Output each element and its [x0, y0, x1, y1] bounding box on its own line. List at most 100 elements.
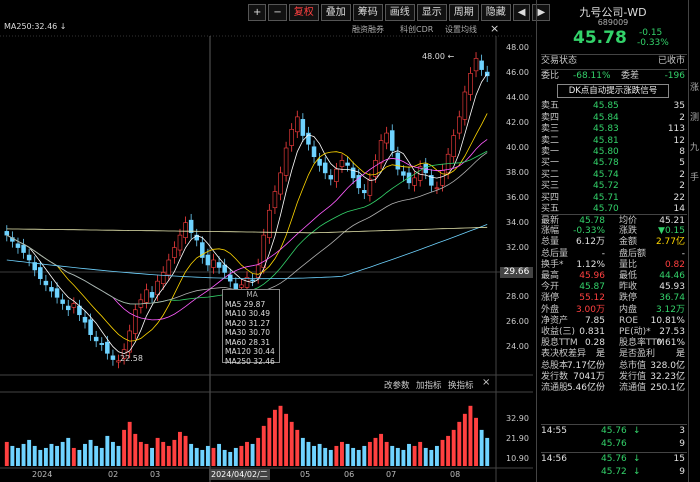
toolbar-button[interactable]: 隐藏	[480, 4, 511, 21]
toolbar-button[interactable]: 筹码	[352, 4, 383, 21]
stat-value: 45.21	[659, 216, 685, 226]
stat-label: 是否盈利	[619, 349, 656, 360]
current-price-tag: 29.66	[500, 267, 533, 278]
stat-value: 45.96	[579, 271, 605, 281]
asks-label: 卖一	[541, 147, 560, 157]
asks-label: 卖二	[541, 135, 560, 146]
stat-row: 股息TTM 0.28 股息率TTM 0.61%	[541, 337, 687, 350]
volume-bar	[306, 441, 311, 466]
order-ratio-row: 委比 -68.11% 委差 -196	[541, 69, 687, 83]
stat-label: 金额	[619, 237, 638, 248]
volume-bar	[194, 447, 199, 466]
ratio-value: -68.11%	[573, 71, 611, 81]
stat-value: ▼0.15	[658, 226, 685, 237]
vol-tick: 21.90	[506, 434, 529, 443]
bids-label: 买三	[541, 181, 560, 191]
bids-label: 买五	[541, 204, 560, 214]
stat-row: 总量 6.12万 金额 2.77亿	[541, 236, 687, 249]
toolbar-button[interactable]: 画线	[384, 4, 415, 21]
candle-body	[378, 140, 384, 164]
toolbar-button[interactable]: 周期	[448, 4, 479, 21]
volume-bar	[49, 443, 54, 466]
candle-body	[250, 279, 255, 282]
stat-value: 3.12万	[655, 304, 685, 315]
volume-bar	[222, 449, 227, 466]
candle-body	[384, 132, 389, 144]
tick-row: 45.76 9	[541, 438, 687, 451]
price-tick: 48.00	[506, 43, 529, 53]
bids-label: 买四	[541, 192, 560, 203]
volume-bar	[178, 431, 182, 466]
candle-body	[479, 60, 484, 70]
sub-close-icon[interactable]: ×	[482, 377, 491, 388]
tick-row: 45.72 ↓ 9	[541, 466, 687, 479]
close-icon[interactable]: ×	[490, 22, 500, 35]
volume-bar	[312, 445, 316, 466]
candle-body	[267, 209, 272, 238]
margin-trading-link[interactable]: 融资融券	[352, 25, 384, 34]
candle-body	[116, 360, 121, 363]
tick-direction: ↓	[633, 426, 641, 436]
price-tick: 40.00	[506, 143, 529, 152]
cdr-link[interactable]: 科创CDR	[400, 25, 434, 34]
price-tick: 26.00	[506, 317, 529, 327]
candle-body	[21, 244, 26, 253]
volume-bar	[384, 441, 389, 466]
stat-value: -0.33%	[573, 226, 605, 237]
kline-chart-area[interactable]: + − 复权 叠加 筹码 画线 显示 周期 隐藏 ◀ ▶ MA250:32.46 ↓ 融资融券 科创…	[0, 0, 551, 482]
vol-tick: 10.90	[506, 454, 529, 463]
stat-label: 盘后额	[619, 248, 647, 259]
toolbar-button[interactable]: ◀	[512, 4, 531, 21]
toolbar-button[interactable]: 叠加	[320, 4, 351, 21]
stat-row: 收益(三) 0.831 PE(动)* 27.53	[541, 326, 687, 339]
ma-tooltip: MA MA5 29.87 MA10 30.49 MA20 31.27 MA30 …	[222, 289, 280, 366]
volume-bar	[110, 441, 115, 466]
toolbar-button[interactable]: 显示	[416, 4, 447, 21]
asks-label: 卖三	[541, 124, 560, 134]
x-crosshair-date: 2024/04/02/二	[209, 469, 270, 480]
bids-row: 买五 45.70 14	[541, 203, 687, 216]
volume-bar	[328, 449, 333, 466]
ma-settings-link[interactable]: 设置均线	[445, 25, 477, 34]
toolbar-button[interactable]: 复权	[288, 4, 319, 21]
volume-bar	[200, 449, 205, 466]
tick-time: 14:56	[541, 454, 567, 464]
volume-bar	[133, 433, 138, 466]
candle-body	[345, 162, 350, 166]
candle-body	[317, 158, 322, 166]
signal-banner[interactable]: DK点自动提示涨跌信号	[557, 84, 669, 98]
stat-label: 股息率TTM	[619, 338, 665, 349]
edge-strip: 涨测九手	[688, 0, 700, 482]
volume-bar	[205, 445, 210, 466]
price-tick: 28.00	[506, 292, 529, 302]
candle-body	[356, 175, 361, 189]
volume-bar	[345, 443, 350, 466]
toolbar-button[interactable]: −	[268, 4, 287, 21]
stat-value: 10.81%	[650, 315, 685, 326]
edit-params-button[interactable]: 改参数	[384, 381, 410, 391]
stat-row: 涨幅 -0.33% 涨跌 ▼0.15	[541, 225, 687, 238]
candle-body	[49, 287, 54, 292]
candle-body	[468, 73, 473, 95]
change-indicator-button[interactable]: 换指标	[448, 381, 474, 391]
ma-tooltip-row: MA120 30.44	[225, 347, 275, 356]
stock-code: 689009	[597, 18, 629, 27]
volume-bar	[122, 429, 127, 466]
toolbar-button[interactable]: +	[248, 4, 267, 21]
volume-bar	[245, 441, 249, 466]
stat-row: 最新 45.78 均价 45.21	[541, 214, 687, 228]
stat-value: 7.85	[584, 315, 605, 326]
tick-volume: 3	[679, 426, 685, 436]
volume-bar	[317, 443, 322, 466]
tick-direction: ↓	[633, 454, 641, 464]
stat-value: 3.00万	[575, 304, 605, 315]
stat-value: 0.28	[584, 338, 605, 349]
asks-volume: 12	[673, 135, 685, 146]
x-tick: 03	[150, 470, 161, 479]
volume-bar	[278, 405, 283, 466]
candle-body	[15, 243, 21, 248]
bids-price: 45.72	[593, 181, 619, 191]
add-indicator-button[interactable]: 加指标	[416, 381, 442, 391]
stat-label: 量比	[619, 259, 638, 270]
ma-tooltip-row: MA20 31.27	[225, 318, 270, 328]
